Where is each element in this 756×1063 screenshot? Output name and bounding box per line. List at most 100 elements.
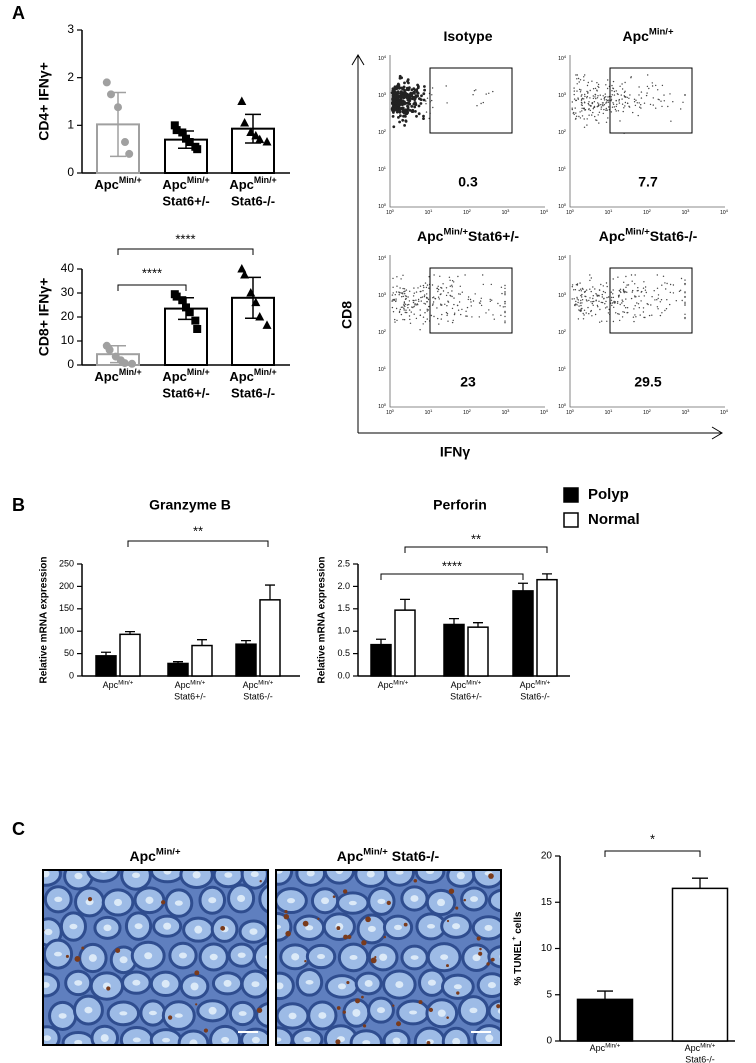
tick-exp: 1 — [564, 165, 567, 170]
flow-plot-title-base: Apc — [599, 228, 626, 244]
event-dot — [401, 108, 405, 112]
event-dot — [625, 291, 627, 293]
event-dot — [577, 77, 580, 80]
event-dot — [584, 74, 586, 76]
event-dot — [581, 107, 583, 110]
event-dot — [422, 323, 424, 325]
event-dot — [424, 321, 427, 323]
stain — [317, 917, 320, 920]
event-dot — [590, 310, 592, 313]
y-tick-label: 40 — [61, 261, 75, 275]
x-tick-label-line2: Stat6+/- — [450, 692, 482, 702]
crypt — [487, 945, 501, 969]
event-dot — [652, 97, 654, 99]
stain — [488, 873, 494, 879]
event-dot — [437, 290, 439, 293]
event-dot — [600, 283, 602, 286]
event-dot — [438, 323, 440, 325]
stain — [383, 935, 387, 939]
event-dot — [426, 284, 429, 286]
event-dot — [445, 287, 448, 289]
y-tick-label: 100 — [59, 626, 74, 636]
event-dot — [615, 105, 617, 108]
event-dot — [636, 302, 638, 304]
event-dot — [626, 96, 628, 99]
event-dot — [422, 98, 426, 102]
flow-x-tick-label: 103 — [682, 208, 691, 216]
micrograph-title-sup: Min/+ — [363, 846, 388, 857]
x-tick-label-base: Apc — [229, 369, 254, 384]
lumen — [132, 872, 141, 879]
event-dot — [586, 95, 588, 98]
panel-label: C — [12, 819, 25, 839]
event-dot — [391, 294, 394, 296]
event-dot — [620, 291, 622, 294]
event-dot — [607, 312, 610, 314]
significance-bracket — [127, 540, 269, 547]
stain — [396, 1021, 402, 1027]
event-dot — [579, 282, 581, 284]
event-dot — [663, 100, 665, 102]
event-dot — [592, 111, 594, 114]
flow-x-tick-label: 100 — [566, 208, 575, 216]
lumen — [163, 922, 172, 930]
y-tick-label: 5 — [546, 989, 552, 1000]
data-point — [128, 359, 136, 368]
event-dot — [618, 313, 620, 315]
error-bar — [101, 651, 111, 656]
event-dot — [612, 87, 614, 89]
lumen — [348, 900, 357, 906]
event-dot — [602, 290, 605, 293]
event-dot — [578, 289, 580, 292]
event-dot — [401, 118, 405, 122]
event-dot — [504, 294, 506, 296]
event-dot — [445, 85, 447, 87]
event-dot — [576, 83, 578, 85]
event-dot — [428, 276, 430, 278]
significance-label: **** — [142, 265, 162, 280]
y-tick-label: 10 — [61, 333, 75, 347]
event-dot — [657, 297, 659, 300]
x-tick-label-sup: Min/+ — [190, 679, 206, 686]
event-dot — [404, 91, 407, 95]
legend-label: Normal — [588, 511, 640, 528]
event-dot — [573, 289, 575, 291]
event-dot — [623, 305, 625, 307]
event-dot — [612, 278, 614, 280]
event-dot — [594, 96, 596, 98]
event-dot — [574, 118, 577, 120]
flow-y-tick-label: 100 — [558, 202, 567, 210]
event-dot — [448, 276, 451, 278]
event-dot — [413, 95, 416, 99]
lumen — [43, 1035, 52, 1041]
stain — [220, 925, 226, 931]
event-dot — [394, 318, 396, 321]
event-dot — [621, 88, 624, 90]
event-dot — [608, 99, 610, 101]
lumen — [427, 979, 436, 986]
event-dot — [633, 308, 635, 310]
event-dot — [456, 304, 459, 307]
event-dot — [637, 114, 639, 117]
tick-exp: 4 — [546, 408, 549, 413]
gate-value: 7.7 — [638, 174, 658, 190]
event-dot — [434, 297, 436, 300]
event-dot — [590, 301, 592, 303]
event-dot — [637, 303, 640, 305]
lumen — [174, 1013, 183, 1018]
y-tick-label: 0 — [67, 165, 74, 179]
y-axis-label: Relative mRNA expression — [317, 557, 328, 684]
event-dot — [403, 309, 405, 311]
event-dot — [601, 320, 603, 322]
event-dot — [407, 296, 409, 298]
y-tick-label: 200 — [59, 581, 74, 591]
event-dot — [577, 97, 579, 99]
event-dot — [489, 300, 491, 302]
micrograph — [43, 870, 268, 1045]
event-dot — [406, 78, 410, 82]
error-bar — [400, 598, 410, 611]
event-dot — [589, 97, 591, 99]
lumen — [318, 1012, 327, 1019]
flow-plot-frame — [569, 55, 725, 208]
event-dot — [672, 284, 675, 286]
